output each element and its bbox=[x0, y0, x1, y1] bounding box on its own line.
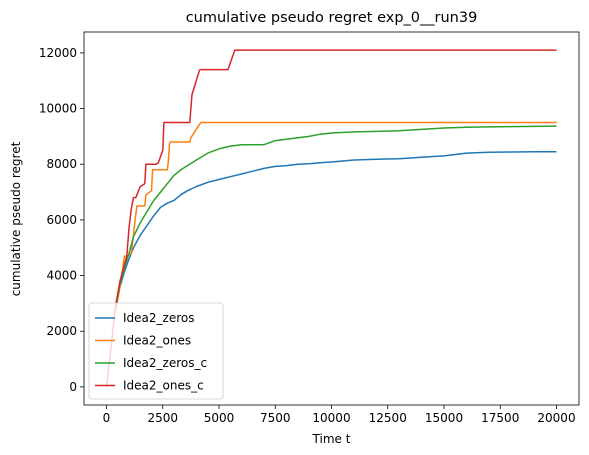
y-tick-label: 8000 bbox=[46, 157, 77, 171]
series-line-idea2-zeros-c bbox=[114, 125, 557, 310]
x-axis-label: Time t bbox=[312, 432, 351, 446]
x-tick-label: 0 bbox=[103, 411, 111, 425]
legend-label: Idea2_ones bbox=[123, 334, 191, 348]
series-line-idea2-ones-c bbox=[105, 49, 557, 387]
y-tick-label: 0 bbox=[69, 380, 77, 394]
series-line-idea2-zeros bbox=[114, 150, 557, 307]
y-tick-label: 10000 bbox=[39, 102, 77, 116]
x-tick-label: 12500 bbox=[369, 411, 407, 425]
plot-lines bbox=[105, 49, 557, 387]
y-tick-label: 4000 bbox=[46, 269, 77, 283]
y-tick-label: 2000 bbox=[46, 324, 77, 338]
legend-label: Idea2_ones_c bbox=[123, 379, 204, 393]
y-axis: 0 2000 4000 6000 8000 10000 12000 bbox=[39, 46, 84, 394]
y-axis-label: cumulative pseudo regret bbox=[9, 141, 23, 296]
y-tick-label: 12000 bbox=[39, 46, 77, 60]
legend-label: Idea2_zeros bbox=[123, 311, 194, 325]
legend: Idea2_zeros Idea2_ones Idea2_zeros_c Idea2_… bbox=[88, 302, 224, 400]
legend-label: Idea2_zeros_c bbox=[123, 356, 207, 370]
x-tick-label: 17500 bbox=[481, 411, 519, 425]
chart-title: cumulative pseudo regret exp_0__run39 bbox=[186, 10, 478, 26]
x-tick-label: 20000 bbox=[537, 411, 575, 425]
y-tick-label: 6000 bbox=[46, 213, 77, 227]
x-tick-label: 15000 bbox=[425, 411, 463, 425]
x-axis: 0 2500 5000 7500 10000 12500 15000 17500 20000 bbox=[103, 405, 576, 425]
x-tick-label: 10000 bbox=[312, 411, 350, 425]
legend-box bbox=[88, 302, 224, 400]
x-tick-label: 7500 bbox=[260, 411, 291, 425]
x-tick-label: 5000 bbox=[204, 411, 235, 425]
x-tick-label: 2500 bbox=[147, 411, 178, 425]
